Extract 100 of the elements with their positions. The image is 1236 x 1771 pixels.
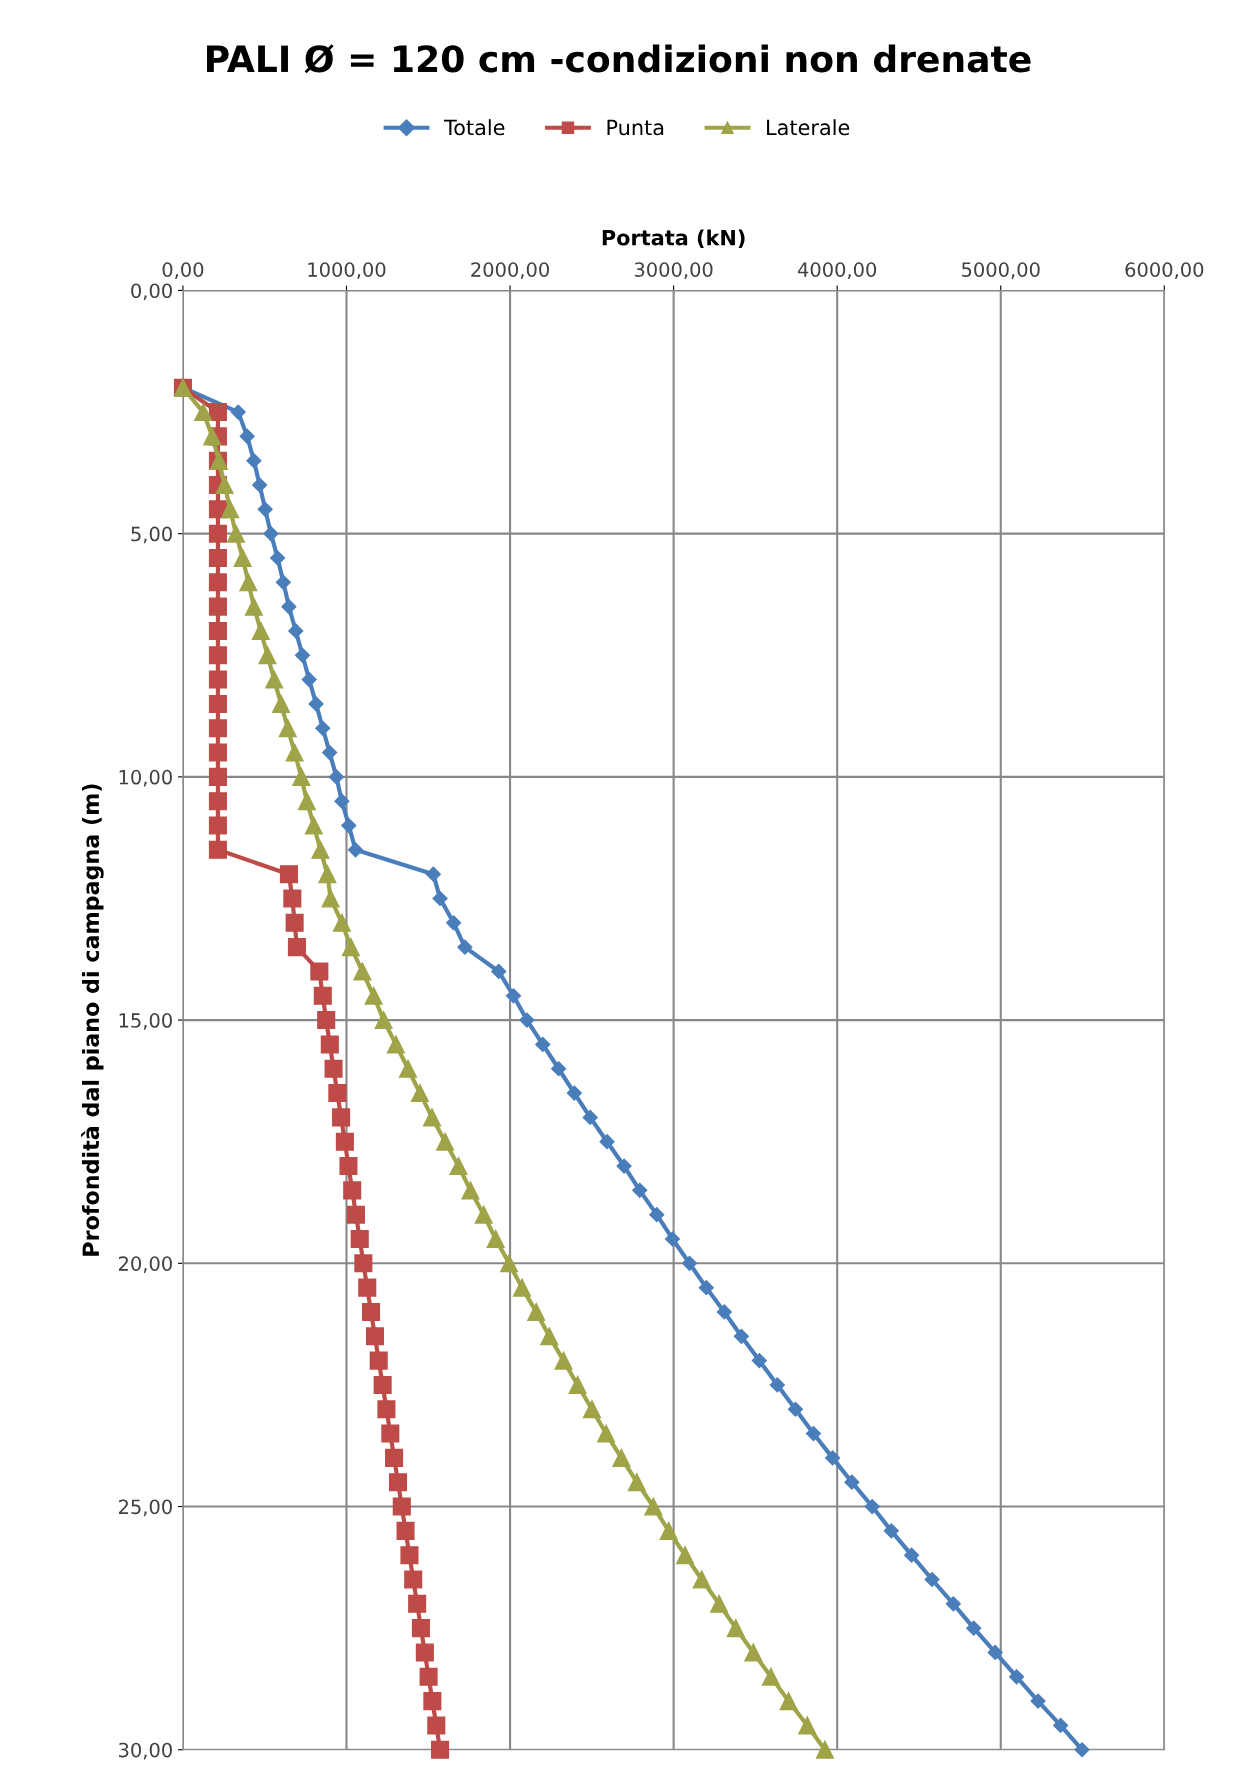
point: [519, 1012, 535, 1028]
point: [474, 1205, 493, 1224]
point: [208, 694, 227, 713]
x-tick-label: 1000,00: [308, 262, 386, 279]
point: [716, 1304, 732, 1320]
point: [419, 1667, 438, 1686]
point: [324, 1059, 343, 1078]
point: [423, 1692, 442, 1711]
x-tick-label: 2000,00: [471, 262, 549, 279]
point: [1030, 1693, 1046, 1709]
point: [311, 840, 330, 859]
x-tick-label: 0,00: [162, 262, 204, 279]
point: [287, 938, 306, 957]
point: [692, 1570, 711, 1589]
point: [283, 889, 302, 908]
point: [616, 1158, 632, 1174]
point: [398, 1059, 418, 1078]
point: [294, 647, 311, 663]
point: [599, 1134, 615, 1150]
point: [347, 842, 364, 858]
point: [332, 913, 351, 932]
point: [385, 1448, 404, 1467]
point: [246, 453, 262, 469]
point: [582, 1400, 602, 1419]
point: [257, 501, 273, 517]
point: [386, 1035, 405, 1054]
point: [301, 672, 317, 688]
point: [1009, 1669, 1025, 1685]
point: [726, 1619, 745, 1638]
y-axis-title: Profondità dal piano di campagna (m): [81, 784, 104, 1256]
point: [769, 1377, 785, 1393]
point: [285, 913, 304, 932]
point: [288, 623, 304, 639]
point: [540, 1327, 559, 1346]
point: [627, 1473, 646, 1492]
point: [1053, 1717, 1069, 1734]
point: [659, 1521, 678, 1540]
point: [272, 694, 291, 713]
y-tick-label: 25,00: [118, 1499, 172, 1517]
point: [568, 1375, 587, 1394]
point: [334, 793, 350, 809]
point: [304, 816, 323, 835]
point: [233, 548, 252, 568]
point: [263, 526, 279, 542]
point: [527, 1302, 546, 1321]
point: [350, 1229, 369, 1249]
point: [681, 1255, 698, 1271]
point: [354, 1254, 373, 1273]
point: [425, 866, 441, 882]
legend-label: Punta: [607, 119, 664, 136]
point: [632, 1182, 648, 1198]
point: [226, 524, 245, 543]
point: [505, 988, 522, 1004]
point: [644, 1497, 663, 1516]
point: [733, 1328, 749, 1344]
point: [321, 889, 340, 908]
point: [449, 1156, 468, 1176]
point: [904, 1547, 920, 1563]
point: [208, 719, 227, 738]
y-tick-label: 5,00: [131, 526, 172, 544]
point: [798, 1716, 817, 1735]
point: [427, 1716, 446, 1735]
point: [239, 428, 255, 444]
point: [415, 1643, 434, 1662]
x-tick-label: 6000,00: [1125, 262, 1204, 279]
y-tick-label: 10,00: [119, 769, 172, 787]
y-tick-label: 20,00: [118, 1256, 172, 1273]
point: [208, 816, 227, 835]
point: [365, 1327, 384, 1346]
point: [423, 1108, 442, 1127]
point: [285, 743, 304, 762]
point: [457, 939, 473, 955]
point: [335, 1132, 354, 1151]
point: [310, 962, 329, 981]
y-tick-label: 30,00: [119, 1742, 172, 1760]
point: [313, 986, 332, 1005]
point: [698, 1280, 714, 1296]
point: [411, 1619, 430, 1638]
point: [486, 1229, 505, 1249]
point: [744, 1643, 763, 1662]
x-tick-label: 4000,00: [797, 262, 877, 279]
point: [361, 1302, 381, 1321]
point: [966, 1620, 982, 1636]
point: [554, 1351, 573, 1370]
point: [664, 1231, 681, 1247]
point: [388, 1473, 408, 1492]
point: [332, 1108, 351, 1127]
point: [396, 1521, 415, 1540]
legend-label: Totale: [443, 119, 505, 136]
point: [221, 500, 240, 519]
point: [461, 1181, 480, 1200]
point: [292, 767, 311, 786]
point: [308, 696, 324, 712]
point: [208, 621, 227, 640]
point: [275, 574, 291, 590]
point: [787, 1401, 804, 1417]
point: [208, 670, 227, 689]
point: [270, 550, 286, 566]
point: [251, 621, 270, 640]
point: [779, 1692, 798, 1711]
